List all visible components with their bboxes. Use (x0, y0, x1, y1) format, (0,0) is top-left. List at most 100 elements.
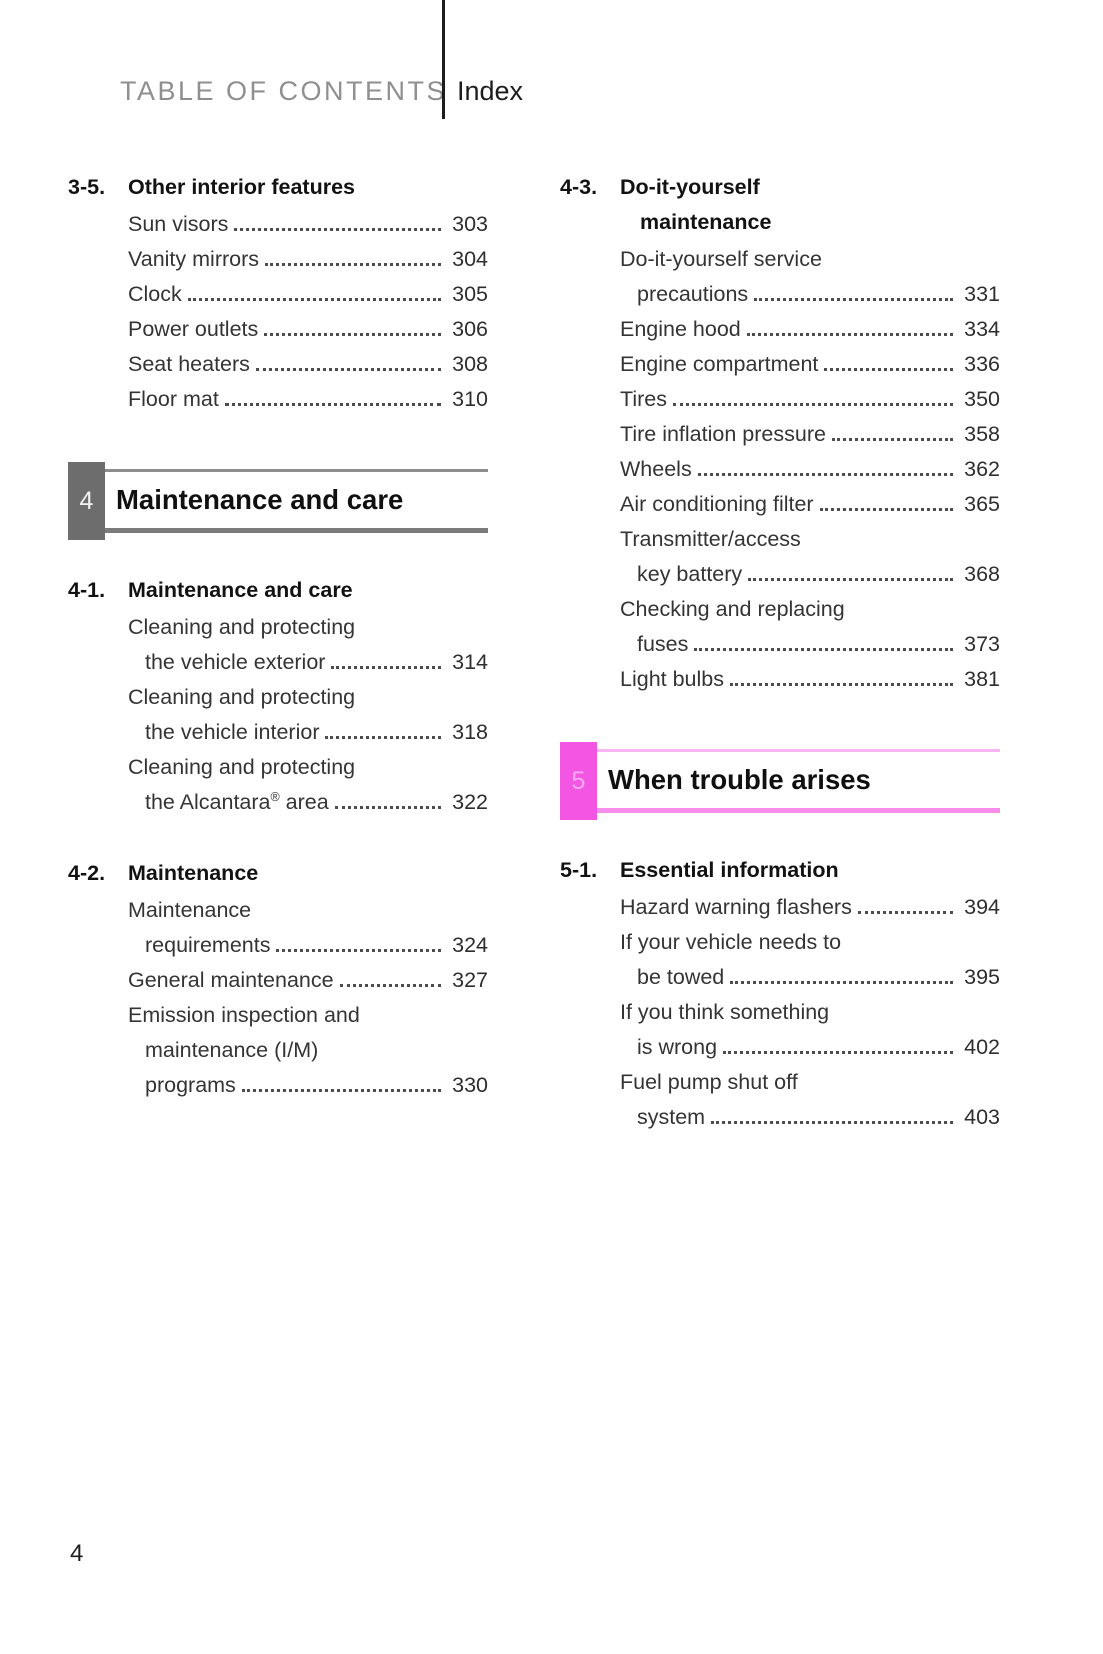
toc-entry-page: 334 (964, 317, 1000, 341)
chapter-title: When trouble arises (597, 749, 1000, 813)
toc-entry-text: programs (145, 1073, 236, 1097)
toc-entry-text: Engine hood (620, 317, 741, 341)
subsection-title-line: Do-it-yourself (620, 175, 760, 199)
toc-entry: Maintenance requirements 324 (128, 893, 488, 963)
toc-entry-text: Floor mat (128, 387, 219, 411)
toc-entry-text: system (637, 1105, 706, 1129)
toc-entry: Vanity mirrors 304 (128, 242, 488, 277)
chapter-banner: 4 Maintenance and care (68, 462, 488, 540)
subsection-title: Essential information (620, 853, 839, 888)
subsection-heading: 4-1. Maintenance and care (68, 573, 488, 608)
toc-entry-last-line: precautions 331 (620, 277, 1000, 312)
toc-entry-list: Sun visors 303 Vanity mirrors 304 Clock 305 Po… (68, 207, 488, 417)
toc-entry: Sun visors 303 (128, 207, 488, 242)
chapter-tab-number: 5 (560, 742, 597, 820)
toc-entry-page: 318 (452, 720, 488, 744)
chapter-title: Maintenance and care (105, 469, 488, 533)
toc-entry-text: is wrong (637, 1035, 718, 1059)
subsection-number: 4-1. (68, 578, 106, 602)
toc-entry-text: Clock (128, 282, 182, 306)
toc-subsection: 3-5. Other interior features Sun visors 303… (68, 170, 488, 417)
header-index-label: Index (457, 76, 524, 106)
toc-entry-text: Vanity mirrors (128, 247, 260, 271)
registered-trademark-symbol: ® (270, 789, 280, 804)
toc-entry-last-line: Air conditioning filter 365 (620, 487, 1000, 522)
toc-entry-text: Light bulbs (620, 667, 724, 691)
toc-entry: Cleaning and protecting the vehicle inter… (128, 680, 488, 750)
toc-entry-last-line: Vanity mirrors 304 (128, 242, 488, 277)
toc-entry-page: 395 (964, 965, 1000, 989)
toc-entry-last-line: Tire inflation pressure 358 (620, 417, 1000, 452)
dot-leader (334, 806, 441, 809)
dot-leader (265, 263, 441, 266)
toc-entry-last-line: Sun visors 303 (128, 207, 488, 242)
toc-entry-text: Sun visors (128, 212, 229, 236)
toc-entry: Floor mat 310 (128, 382, 488, 417)
toc-entry: If your vehicle needs to be towed 395 (620, 925, 1000, 995)
dot-leader (241, 1089, 441, 1092)
toc-entry-list: Hazard warning flashers 394 If your vehicl… (560, 890, 1000, 1135)
toc-entry-page: 331 (964, 282, 1000, 306)
toc-entry: Power outlets 306 (128, 312, 488, 347)
toc-entry-page: 350 (964, 387, 1000, 411)
subsection-heading: 4-2. Maintenance (68, 856, 488, 891)
toc-entry: General maintenance 327 (128, 963, 488, 998)
dot-leader (672, 403, 953, 406)
toc-entry-last-line: the Alcantara® area 322 (128, 785, 488, 820)
dot-leader (857, 911, 953, 914)
toc-entry-text-line: Checking and replacing (620, 597, 845, 621)
page-header-title: TABLE OF CONTENTS (120, 76, 448, 106)
dot-leader (824, 368, 953, 371)
toc-entry: Seat heaters 308 (128, 347, 488, 382)
toc-entry: If you think something is wrong 402 (620, 995, 1000, 1065)
dot-leader (730, 683, 953, 686)
toc-subsection: 5-1. Essential information Hazard warning … (560, 853, 1000, 1135)
toc-entry-page: 365 (964, 492, 1000, 516)
dot-leader (754, 298, 953, 301)
subsection-title-line: maintenance (640, 210, 772, 234)
toc-entry-text: Tires (620, 387, 667, 411)
toc-entry-page: 308 (452, 352, 488, 376)
toc-entry-text-line: maintenance (I/M) (145, 1038, 319, 1062)
subsection-heading: 5-1. Essential information (560, 853, 1000, 888)
chapter-tab-number: 4 (68, 462, 105, 540)
toc-entry-text: fuses (637, 632, 689, 656)
toc-entry-text: Engine compartment (620, 352, 819, 376)
subsection-number: 4-2. (68, 861, 106, 885)
header-divider-line (442, 0, 445, 119)
toc-entry-page: 304 (452, 247, 488, 271)
toc-entry-text: requirements (145, 933, 271, 957)
toc-entry-page: 303 (452, 212, 488, 236)
toc-entry-page: 402 (964, 1035, 1000, 1059)
subsection-number: 5-1. (560, 858, 598, 882)
toc-entry-page: 310 (452, 387, 488, 411)
toc-subsection: 4-3. Do-it-yourself maintenance Do-it-yours… (560, 170, 1000, 697)
toc-entry: Fuel pump shut off system 403 (620, 1065, 1000, 1135)
toc-entry-text-line: Transmitter/access (620, 527, 801, 551)
toc-entry-page: 324 (452, 933, 488, 957)
toc-entry-page: 327 (452, 968, 488, 992)
toc-entry-list: Cleaning and protecting the vehicle exter… (68, 610, 488, 820)
subsection-heading: 4-3. Do-it-yourself maintenance (560, 170, 1000, 240)
dot-leader (224, 403, 441, 406)
subsection-title: Other interior features (128, 170, 355, 205)
toc-entry-last-line: Seat heaters 308 (128, 347, 488, 382)
toc-entry-page: 358 (964, 422, 1000, 446)
toc-entry: Checking and replacing fuses 373 (620, 592, 1000, 662)
toc-entry-text: the vehicle exterior (145, 650, 326, 674)
toc-entry-page: 368 (964, 562, 1000, 586)
toc-entry-last-line: Floor mat 310 (128, 382, 488, 417)
dot-leader (694, 648, 953, 651)
dot-leader (255, 368, 441, 371)
toc-entry-last-line: Light bulbs 381 (620, 662, 1000, 697)
dot-leader (711, 1121, 953, 1124)
dot-leader (819, 508, 953, 511)
toc-entry-last-line: Tires 350 (620, 382, 1000, 417)
toc-entry: Engine hood 334 (620, 312, 1000, 347)
toc-entry: Do-it-yourself service precautions 331 (620, 242, 1000, 312)
toc-entry-last-line: key battery 368 (620, 557, 1000, 592)
toc-entry-text-line: Do-it-yourself service (620, 247, 822, 271)
toc-entry-last-line: the vehicle interior 318 (128, 715, 488, 750)
dot-leader (723, 1051, 953, 1054)
toc-entry-text-line: Maintenance (128, 898, 252, 922)
